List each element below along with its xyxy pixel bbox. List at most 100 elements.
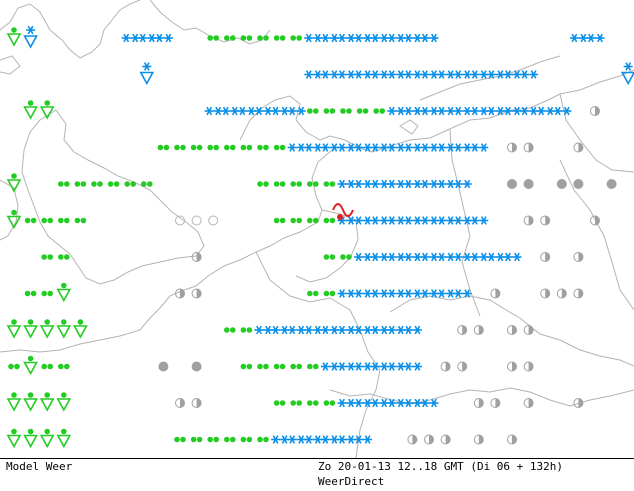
snow-icon xyxy=(354,362,373,371)
snow-shower-icon xyxy=(23,25,38,49)
rain-drizzle-icon xyxy=(323,290,336,297)
rain-drizzle-icon xyxy=(58,217,70,224)
partly-cloudy-icon xyxy=(191,252,202,262)
rain-drizzle-icon xyxy=(224,327,236,333)
rain-drizzle-icon xyxy=(207,144,219,151)
clear-icon xyxy=(191,215,202,226)
rain-drizzle-icon xyxy=(224,35,236,41)
partly-cloudy-icon xyxy=(490,288,501,299)
snow-icon xyxy=(370,289,389,298)
partly-cloudy-icon xyxy=(573,398,584,408)
shower-cloud-icon xyxy=(39,392,55,412)
rain-drizzle-icon xyxy=(257,144,269,151)
shower-cloud-icon xyxy=(6,173,22,193)
snow-icon xyxy=(320,33,339,43)
snow-icon xyxy=(320,143,339,152)
snow-icon xyxy=(486,70,505,79)
snow-icon xyxy=(503,106,522,116)
border-germany-czech xyxy=(389,295,521,319)
rain-drizzle-icon xyxy=(8,363,20,370)
shower-cloud-icon xyxy=(39,100,55,120)
rain-drizzle-icon xyxy=(290,181,303,187)
snow-icon xyxy=(403,362,422,371)
snow-icon xyxy=(420,33,439,43)
partly-cloudy-icon xyxy=(490,398,501,408)
snow-icon xyxy=(320,435,339,444)
rain-drizzle-icon xyxy=(340,254,352,260)
rain-drizzle-icon xyxy=(74,181,87,187)
snow-icon xyxy=(403,33,422,43)
rain-drizzle-icon xyxy=(190,436,203,443)
partly-cloudy-icon xyxy=(175,398,185,408)
snow-icon xyxy=(453,106,472,116)
snow-icon xyxy=(453,216,472,225)
snow-icon xyxy=(403,106,422,116)
snow-icon xyxy=(437,289,456,298)
partly-cloudy-icon xyxy=(573,142,584,153)
snow-icon xyxy=(470,70,489,79)
shower-cloud-icon xyxy=(6,428,22,449)
partly-cloudy-icon xyxy=(590,106,600,116)
partly-cloudy-icon xyxy=(523,325,534,335)
snow-shower-icon xyxy=(139,62,155,86)
coastline-denmark xyxy=(239,95,373,153)
snow-icon xyxy=(354,143,373,152)
snow-icon xyxy=(204,106,223,116)
clear-icon xyxy=(175,215,185,226)
snow-icon xyxy=(370,33,389,43)
shower-cloud-icon xyxy=(6,27,22,47)
snow-icon xyxy=(387,216,406,225)
shower-cloud-icon xyxy=(56,282,72,303)
snow-icon xyxy=(470,106,489,116)
partly-cloudy-icon xyxy=(457,361,468,372)
partly-cloudy-icon xyxy=(540,288,551,299)
partly-cloudy-icon xyxy=(507,361,517,372)
snow-icon xyxy=(370,70,389,79)
snow-icon xyxy=(370,179,389,189)
snow-icon xyxy=(403,325,422,335)
model-label: Model Weer xyxy=(6,460,73,473)
shower-cloud-icon xyxy=(56,319,72,339)
snow-icon xyxy=(437,143,456,152)
snow-icon xyxy=(586,33,605,43)
shower-cloud-icon xyxy=(6,319,22,339)
snow-icon xyxy=(271,106,290,116)
snow-icon xyxy=(337,289,356,298)
rain-drizzle-icon xyxy=(240,363,253,370)
coastline-norway-west xyxy=(0,55,21,75)
rain-drizzle-icon xyxy=(58,254,70,260)
rain-drizzle-icon xyxy=(74,217,87,224)
snow-icon xyxy=(271,435,290,444)
snow-icon xyxy=(486,106,505,116)
snow-icon xyxy=(354,33,373,43)
rain-drizzle-icon xyxy=(174,436,186,443)
shower-cloud-icon xyxy=(73,319,88,339)
snow-icon xyxy=(553,106,572,116)
snow-icon xyxy=(370,362,389,371)
snow-icon xyxy=(437,216,456,225)
snow-icon xyxy=(387,289,406,298)
snow-icon xyxy=(520,70,539,79)
rain-drizzle-icon xyxy=(174,144,186,151)
rain-drizzle-icon xyxy=(207,436,219,443)
snow-icon xyxy=(403,216,422,225)
snow-icon xyxy=(420,289,439,298)
snow-icon xyxy=(287,106,306,116)
shower-cloud-icon xyxy=(23,319,38,339)
snow-icon xyxy=(453,179,472,189)
marker-arc xyxy=(332,203,354,217)
snow-icon xyxy=(453,289,472,298)
partly-cloudy-icon xyxy=(523,142,534,153)
marker-dot xyxy=(337,214,343,220)
snow-icon xyxy=(420,179,439,189)
snow-icon xyxy=(453,252,472,262)
rain-drizzle-icon xyxy=(240,144,253,151)
rain-drizzle-icon xyxy=(157,144,170,151)
snow-icon xyxy=(354,216,373,225)
rain-drizzle-icon xyxy=(323,217,336,224)
shower-cloud-icon xyxy=(6,209,22,230)
snow-icon xyxy=(470,252,489,262)
rain-drizzle-icon xyxy=(323,254,336,260)
snow-icon xyxy=(337,216,356,225)
border-austria xyxy=(519,317,634,367)
